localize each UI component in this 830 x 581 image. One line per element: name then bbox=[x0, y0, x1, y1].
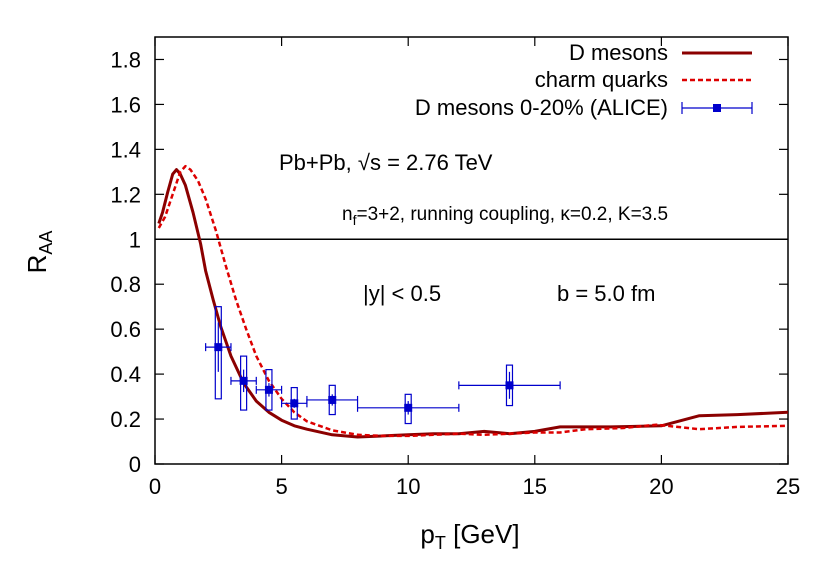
y-tick-label: 1.2 bbox=[110, 182, 141, 207]
data-point bbox=[356, 393, 460, 425]
marker bbox=[505, 381, 514, 390]
data-point bbox=[281, 386, 308, 420]
data-point bbox=[306, 384, 359, 416]
legend-swatch-alice bbox=[681, 102, 753, 114]
legend: D mesons charm quarks D mesons 0-20% (AL… bbox=[415, 40, 753, 120]
annotation-parameters: nf=3+2, running coupling, κ=0.2, K=3.5 bbox=[342, 204, 668, 228]
x-tick-label: 10 bbox=[396, 474, 420, 499]
legend-label-d-mesons: D mesons bbox=[569, 40, 668, 65]
data-point bbox=[255, 369, 283, 411]
y-tick-label: 0.2 bbox=[110, 407, 141, 432]
annotation-impact-parameter: b = 5.0 fm bbox=[557, 281, 655, 306]
y-tick-label: 0 bbox=[129, 452, 141, 477]
annotation-collision: Pb+Pb, √s = 2.76 TeV bbox=[279, 150, 493, 175]
x-tick-label: 25 bbox=[776, 474, 800, 499]
marker bbox=[214, 343, 223, 352]
legend-label-charm-quarks: charm quarks bbox=[535, 67, 668, 92]
data-point bbox=[205, 306, 232, 400]
tick-labels: 0 5 10 15 20 25 0 0.2 0.4 0.6 0.8 1 1.2 1.4 1.6 1.8 bbox=[110, 47, 800, 499]
x-tick-label: 5 bbox=[275, 474, 287, 499]
series-line-0 bbox=[157, 168, 789, 439]
y-tick-label: 0.6 bbox=[110, 317, 141, 342]
marker bbox=[264, 385, 273, 394]
series-line-1 bbox=[157, 164, 789, 438]
x-tick-label: 15 bbox=[523, 474, 547, 499]
y-tick-label: 0.8 bbox=[110, 272, 141, 297]
y-tick-label: 1.4 bbox=[110, 137, 141, 162]
marker bbox=[290, 399, 299, 408]
data-point bbox=[458, 364, 561, 407]
data-point bbox=[230, 355, 257, 411]
annotation-rapidity: |y| < 0.5 bbox=[363, 281, 441, 306]
legend-label-alice: D mesons 0-20% (ALICE) bbox=[415, 95, 668, 120]
axes bbox=[154, 36, 789, 465]
y-tick-label: 0.4 bbox=[110, 362, 141, 387]
series-layer bbox=[157, 164, 789, 439]
y-tick-label: 1 bbox=[129, 227, 141, 252]
y-axis-title: RAA bbox=[22, 231, 56, 274]
systematic-error-box bbox=[214, 306, 222, 400]
marker bbox=[328, 395, 337, 404]
x-tick-label: 0 bbox=[149, 474, 161, 499]
plot-frame bbox=[154, 36, 789, 465]
y-tick-label: 1.8 bbox=[110, 47, 141, 72]
y-tick-label: 1.6 bbox=[110, 92, 141, 117]
marker bbox=[239, 376, 248, 385]
x-axis-title: pT [GeV] bbox=[420, 519, 519, 553]
x-tick-label: 20 bbox=[649, 474, 673, 499]
marker bbox=[404, 403, 413, 412]
